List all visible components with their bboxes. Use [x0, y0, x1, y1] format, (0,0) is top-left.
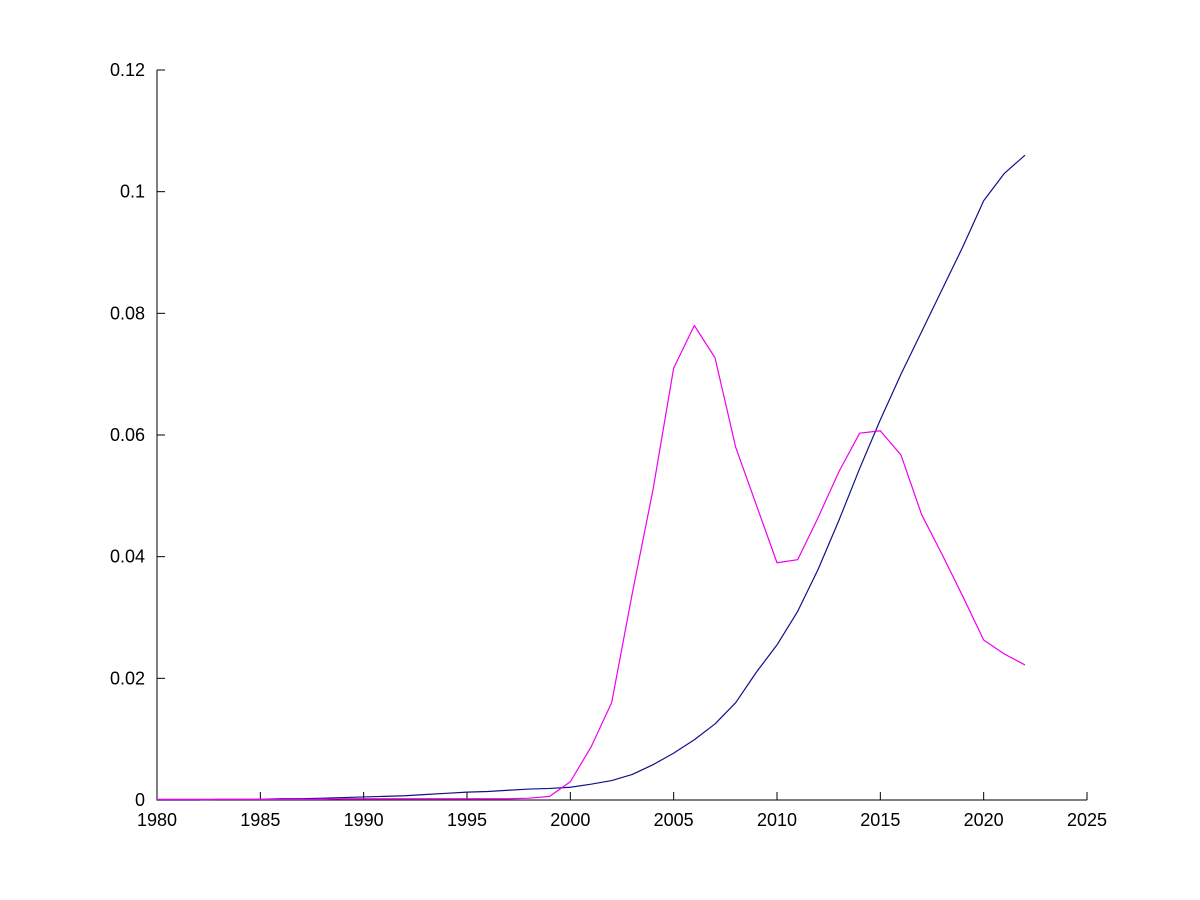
x-tick-label: 2025 — [1067, 810, 1107, 830]
y-tick-label: 0.02 — [110, 668, 145, 688]
series-line-magenta-double-peak-curve — [157, 324, 1026, 800]
x-tick-label: 1985 — [240, 810, 280, 830]
axes-layer — [156, 70, 1087, 801]
axis-lines — [156, 70, 1087, 801]
x-tick-label: 1990 — [344, 810, 384, 830]
y-tick-label: 0.12 — [110, 60, 145, 80]
tick-layer — [156, 69, 1088, 801]
x-tick-label: 2010 — [757, 810, 797, 830]
x-tick-label: 1995 — [447, 810, 487, 830]
x-tick-label: 2005 — [654, 810, 694, 830]
y-tick-label: 0.06 — [110, 425, 145, 445]
series-layer — [157, 154, 1026, 801]
tick-label-layer: 1980 1985 1990 1995 2000 2005 2010 2015 2020 2025… — [110, 60, 1107, 830]
y-tick-label: 0 — [135, 790, 145, 810]
x-tick-label: 2015 — [860, 810, 900, 830]
y-tick-label: 0.08 — [110, 303, 145, 323]
series-line-dark-blue-rising-curve — [157, 154, 1026, 801]
y-tick-label: 0.04 — [110, 547, 145, 567]
x-tick-label: 2020 — [964, 810, 1004, 830]
y-tick-label: 0.1 — [120, 182, 145, 202]
x-tick-label: 2000 — [550, 810, 590, 830]
x-tick-label: 1980 — [137, 810, 177, 830]
